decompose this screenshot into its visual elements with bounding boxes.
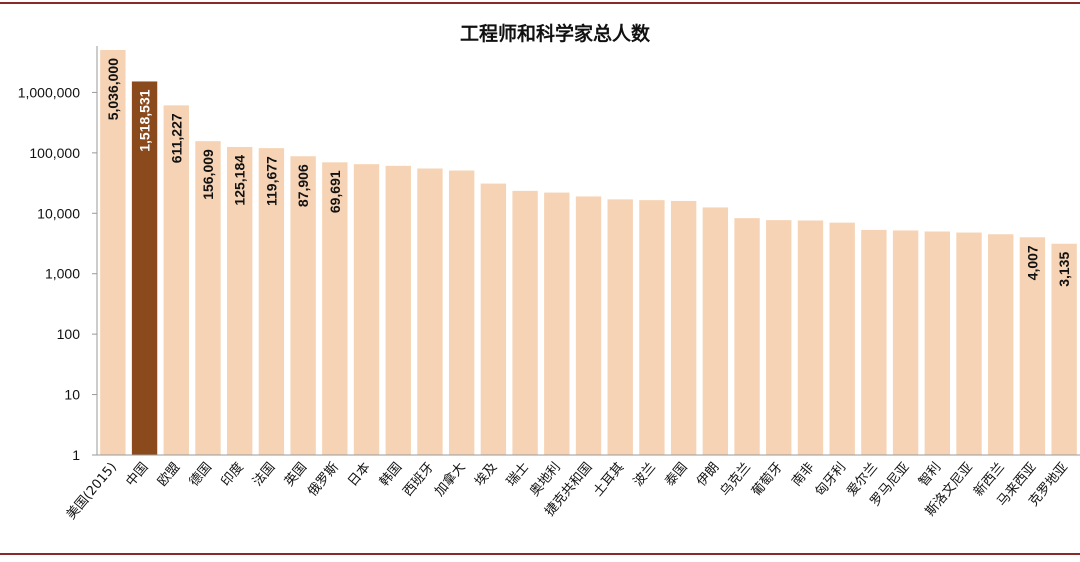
bar-22 <box>797 220 824 455</box>
bar-21 <box>766 220 792 455</box>
bar-12 <box>480 183 507 455</box>
bar-2 <box>163 105 189 455</box>
x-tick-label-20: 乌克兰 <box>717 459 754 499</box>
bar-24 <box>861 229 887 455</box>
x-tick-label-11: 加拿大 <box>431 459 468 499</box>
x-tick-label-19: 伊朗 <box>694 460 722 490</box>
bar-29 <box>1019 237 1046 455</box>
x-tick-label-5: 法国 <box>250 460 278 490</box>
bars-group <box>100 50 1077 456</box>
y-tick-label-6: 1,000,000 <box>18 84 80 100</box>
x-tick-label-2: 欧盟 <box>155 460 183 490</box>
bar-25 <box>892 230 919 455</box>
x-tick-label-4: 印度 <box>218 459 247 489</box>
data-label-7: 69,691 <box>327 170 343 213</box>
bar-26 <box>924 231 950 455</box>
data-label-29: 4,007 <box>1024 245 1040 280</box>
bar-4 <box>227 146 253 455</box>
data-label-5: 119,677 <box>263 156 279 206</box>
x-tick-label-23: 匈牙利 <box>813 460 850 500</box>
bar-16 <box>607 199 633 455</box>
bar-15 <box>575 196 602 455</box>
x-tick-label-6: 英国 <box>282 460 310 490</box>
data-label-30: 3,135 <box>1056 252 1072 287</box>
bar-1 <box>131 81 158 456</box>
bar-28 <box>988 234 1014 455</box>
data-label-3: 156,009 <box>200 149 216 200</box>
data-label-2: 611,227 <box>168 113 184 163</box>
y-tick-label-2: 100 <box>57 326 81 342</box>
bar-3 <box>195 141 221 455</box>
bar-14 <box>544 192 570 455</box>
x-tick-label-12: 埃及 <box>472 460 500 490</box>
bottom-rule <box>0 553 1080 555</box>
y-tick-label-5: 100,000 <box>29 145 80 161</box>
bar-18 <box>670 200 697 455</box>
bar-13 <box>512 190 538 456</box>
bar-19 <box>702 207 729 455</box>
data-label-6: 87,906 <box>295 164 311 207</box>
y-tick-label-3: 1,000 <box>45 266 80 282</box>
x-tick-label-1: 中国 <box>123 460 151 490</box>
bar-8 <box>353 164 380 455</box>
bar-23 <box>829 222 855 455</box>
x-tick-label-13: 瑞士 <box>504 460 532 490</box>
x-tick-label-16: 土耳其 <box>591 460 628 500</box>
bar-20 <box>734 218 760 455</box>
x-tick-label-18: 泰国 <box>662 460 690 490</box>
data-labels-group: 5,036,000 1,518,531 611,227 156,009 125,184 1… <box>105 58 1072 287</box>
x-tick-label-22: 南非 <box>789 459 818 489</box>
bar-30 <box>1051 243 1077 455</box>
bar-6 <box>290 156 316 456</box>
x-tick-label-17: 波兰 <box>631 460 659 490</box>
bar-10 <box>417 168 443 456</box>
bar-27 <box>956 232 982 455</box>
x-tick-label-8: 日本 <box>345 460 373 490</box>
bar-5 <box>258 148 285 455</box>
bar-9 <box>385 165 411 455</box>
x-tick-label-26: 智利 <box>916 460 944 490</box>
x-tick-label-9: 韩国 <box>377 460 405 490</box>
bar-17 <box>639 200 665 455</box>
bar-7 <box>322 162 348 455</box>
data-label-4: 125,184 <box>232 155 248 206</box>
x-tick-label-3: 德国 <box>187 460 215 490</box>
bar-11 <box>448 170 475 455</box>
y-tick-label-1: 10 <box>64 387 80 403</box>
data-label-1: 1,518,531 <box>137 89 153 151</box>
x-tick-label-21: 葡萄牙 <box>749 460 786 500</box>
top-rule <box>0 2 1080 4</box>
data-label-0: 5,036,000 <box>105 58 121 120</box>
y-tick-label-0: 1 <box>72 447 80 463</box>
x-tick-label-0: 美国(2015) <box>64 460 120 523</box>
x-tick-label-10: 西班牙 <box>400 460 437 500</box>
bar-0 <box>100 50 126 455</box>
chart-title: 工程师和科学家总人数 <box>460 22 651 45</box>
y-tick-label-4: 10,000 <box>37 205 80 221</box>
y-ticks-group: 1 10 100 1,000 10,000 100,000 1,000,000 <box>18 84 97 463</box>
x-tick-label-7: 俄罗斯 <box>305 460 342 500</box>
